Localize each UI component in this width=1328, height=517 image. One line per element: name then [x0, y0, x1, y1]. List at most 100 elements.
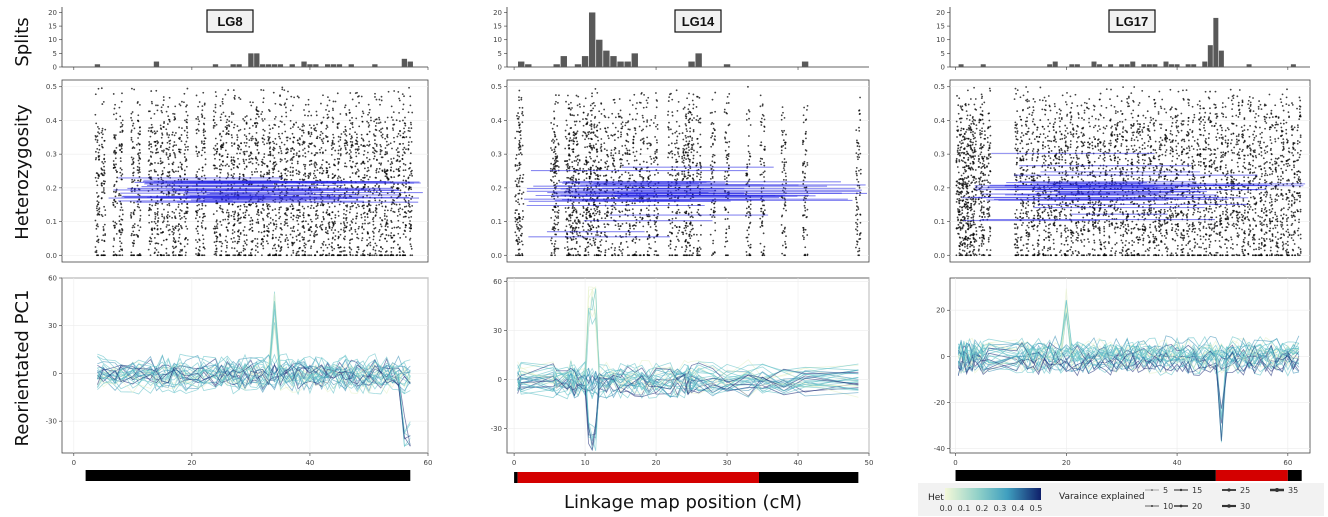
het-point — [302, 220, 305, 223]
het-point — [628, 254, 631, 257]
het-point — [254, 244, 257, 247]
het-point — [242, 247, 245, 250]
het-point — [256, 238, 259, 240]
het-point — [631, 208, 634, 211]
het-point — [249, 223, 252, 226]
het-point — [172, 254, 175, 257]
het-point — [262, 244, 264, 247]
het-point — [366, 212, 369, 215]
het-point — [516, 209, 518, 211]
het-point — [554, 152, 557, 155]
het-point — [551, 254, 553, 257]
het-point — [280, 172, 283, 175]
het-point — [368, 111, 371, 114]
het-point — [326, 171, 329, 174]
het-point — [332, 146, 335, 149]
splits-bar — [723, 64, 731, 67]
het-point — [596, 210, 599, 213]
het-point — [295, 121, 298, 124]
het-point — [635, 254, 638, 257]
het-point — [222, 130, 225, 133]
het-point — [166, 132, 168, 135]
het-point — [149, 243, 152, 245]
het-point — [269, 153, 272, 155]
het-point — [367, 166, 369, 169]
het-point — [95, 224, 98, 227]
het-point — [174, 156, 177, 159]
het-point — [290, 95, 293, 98]
het-point — [218, 168, 221, 171]
het-point — [576, 155, 579, 157]
het-point — [285, 115, 288, 118]
het-point — [183, 92, 186, 95]
het-point — [268, 124, 271, 127]
het-point — [289, 127, 292, 130]
het-point — [573, 207, 576, 209]
het-point — [113, 239, 116, 241]
het-point — [226, 209, 229, 212]
het-point — [169, 228, 171, 231]
het-point — [596, 234, 599, 236]
het-point — [269, 150, 272, 153]
het-point — [222, 218, 225, 221]
het-point — [363, 204, 365, 207]
het-point — [166, 213, 169, 216]
het-point — [304, 167, 306, 170]
het-point — [575, 94, 578, 97]
het-point — [260, 231, 263, 234]
het-point — [131, 140, 134, 143]
het-point — [301, 143, 304, 146]
het-point — [251, 223, 254, 225]
het-point — [639, 212, 641, 215]
het-point — [162, 239, 165, 242]
het-point — [312, 207, 315, 209]
het-point — [296, 162, 299, 165]
het-point — [157, 242, 160, 245]
het-point — [100, 214, 103, 216]
het-point — [621, 125, 624, 128]
het-point — [150, 145, 153, 148]
het-point — [624, 124, 627, 127]
het-point — [595, 125, 598, 128]
het-point — [369, 165, 372, 168]
het-point — [279, 137, 282, 140]
het-point — [278, 211, 280, 214]
het-point — [150, 100, 153, 103]
het-point — [411, 205, 414, 207]
het-point — [167, 136, 170, 139]
het-point — [326, 104, 329, 107]
het-points — [94, 86, 414, 257]
het-point — [133, 209, 136, 212]
het-point — [177, 229, 180, 232]
het-point — [402, 142, 405, 145]
het-point — [98, 207, 101, 210]
het-point — [521, 218, 524, 221]
het-point — [521, 180, 524, 183]
het-point — [219, 119, 222, 122]
het-point — [307, 254, 310, 257]
het-point — [628, 128, 631, 131]
het-point — [303, 124, 305, 127]
het-point — [573, 114, 575, 117]
het-point — [518, 228, 520, 230]
het-point — [120, 151, 123, 154]
het-point — [582, 167, 585, 170]
het-point — [320, 254, 323, 257]
het-point — [635, 238, 638, 240]
het-point — [175, 132, 177, 134]
het-point — [324, 228, 327, 231]
het-point — [398, 203, 401, 206]
het-point — [366, 133, 369, 136]
het-point — [114, 206, 117, 208]
het-point — [582, 118, 584, 121]
het-point — [298, 202, 301, 205]
panel-LG14-scatter: 0.00.10.20.30.40.5 — [491, 79, 870, 263]
het-point — [360, 216, 363, 219]
het-point — [195, 150, 198, 153]
het-point — [119, 131, 122, 133]
het-point — [215, 220, 218, 223]
het-point — [401, 93, 404, 96]
het-point — [162, 150, 165, 153]
het-point — [260, 170, 262, 173]
het-point — [385, 215, 388, 218]
